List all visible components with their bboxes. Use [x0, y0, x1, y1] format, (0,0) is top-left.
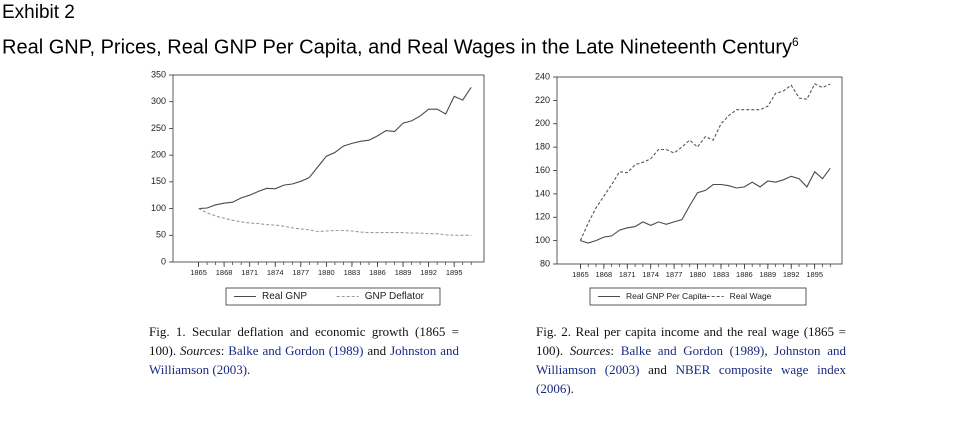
y-tick-label: 100 — [535, 235, 550, 245]
caption-plain: and — [363, 343, 391, 358]
x-tick-label: 1880 — [318, 268, 335, 277]
y-tick-label: 220 — [535, 95, 550, 105]
caption-plain: Fig. 1. Secular deflation and economic g… — [149, 324, 459, 358]
caption-em: Sources — [180, 343, 221, 358]
x-tick-label: 1883 — [713, 270, 730, 279]
x-tick-label: 1892 — [420, 268, 437, 277]
series-line — [198, 208, 472, 236]
y-tick-label: 250 — [151, 123, 166, 133]
plot-frame — [556, 76, 843, 265]
x-tick-label: 1868 — [216, 268, 233, 277]
caption-ref: Johnston and Williamson (2003) — [149, 343, 459, 377]
exhibit-label: Exhibit 2 — [2, 2, 75, 23]
y-tick-label: 180 — [535, 142, 550, 152]
series-line — [198, 86, 472, 210]
x-tick-label: 1886 — [736, 270, 753, 279]
x-tick-label: 1886 — [369, 268, 386, 277]
legend-label: GNP Deflator — [365, 291, 425, 302]
x-tick-label: 1871 — [241, 268, 258, 277]
legend-box — [225, 287, 441, 306]
caption-ref: Balke and Gordon (1989) — [620, 343, 765, 358]
caption-plain: . — [570, 381, 574, 396]
x-tick-label: 1877 — [666, 270, 683, 279]
y-tick-label: 350 — [151, 69, 166, 79]
y-tick-label: 100 — [151, 203, 166, 213]
y-tick-label: 80 — [540, 258, 550, 268]
y-tick-label: 140 — [535, 188, 550, 198]
y-tick-label: 0 — [161, 256, 166, 266]
legend-label: Real GNP — [262, 291, 307, 302]
y-tick-label: 160 — [535, 165, 550, 175]
caption-plain: . — [247, 362, 251, 377]
legend-label: Real Wage — [730, 291, 772, 301]
caption-plain: : — [610, 343, 621, 358]
caption: Fig. 1. Secular deflation and economic g… — [149, 322, 459, 379]
x-tick-label: 1868 — [596, 270, 613, 279]
y-tick-label: 200 — [535, 118, 550, 128]
x-tick-label: 1880 — [689, 270, 706, 279]
caption-ref: Balke and Gordon (1989) — [228, 343, 364, 358]
series-line — [580, 167, 831, 244]
page-title: Real GNP, Prices, Real GNP Per Capita, a… — [2, 35, 799, 60]
x-tick-label: 1895 — [806, 270, 823, 279]
y-tick-label: 200 — [151, 150, 166, 160]
x-tick-label: 1865 — [572, 270, 589, 279]
legend-label: Real GNP Per Capita — [626, 291, 707, 301]
x-tick-label: 1874 — [642, 270, 659, 279]
x-tick-label: 1883 — [344, 268, 361, 277]
x-tick-label: 1877 — [292, 268, 309, 277]
caption-plain: : — [220, 343, 229, 358]
series-line — [579, 83, 831, 241]
caption-ref: Johnston and Williamson (2003) — [536, 343, 846, 377]
x-tick-label: 1871 — [619, 270, 636, 279]
caption-ref: NBER composite wage index (2006) — [536, 362, 846, 396]
y-tick-label: 150 — [151, 176, 166, 186]
y-tick-label: 120 — [535, 212, 550, 222]
caption-plain: and — [639, 362, 676, 377]
x-tick-label: 1889 — [395, 268, 412, 277]
x-tick-label: 1889 — [759, 270, 776, 279]
caption-plain: , — [764, 343, 775, 358]
footnote-mark: 6 — [792, 35, 799, 49]
caption-em: Sources — [569, 343, 611, 358]
plot-frame — [172, 74, 485, 263]
x-tick-label: 1865 — [190, 268, 207, 277]
x-tick-label: 1874 — [267, 268, 284, 277]
y-tick-label: 50 — [156, 230, 166, 240]
caption: Fig. 2. Real per capita income and the r… — [536, 322, 846, 398]
legend-box — [589, 287, 807, 306]
title-text: Real GNP, Prices, Real GNP Per Capita, a… — [2, 36, 793, 59]
caption-plain: Fig. 2. Real per capita income and the r… — [536, 324, 846, 358]
y-tick-label: 240 — [535, 71, 550, 81]
x-tick-label: 1892 — [783, 270, 800, 279]
y-tick-label: 300 — [151, 96, 166, 106]
x-tick-label: 1895 — [446, 268, 463, 277]
